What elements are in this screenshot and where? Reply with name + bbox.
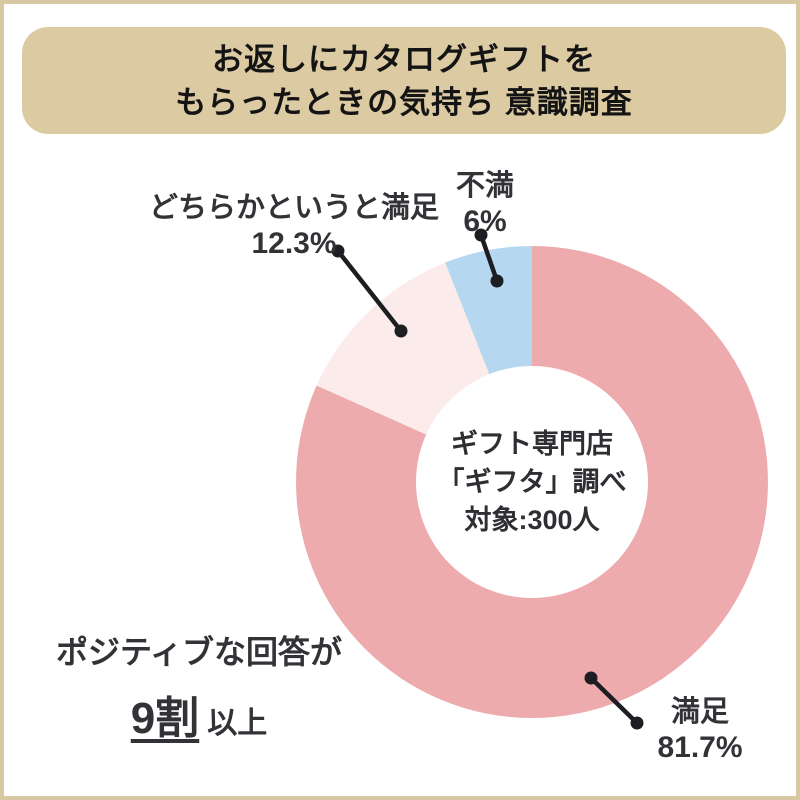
label-somewhat-satisfied: どちらかというと満足 12.3% — [149, 190, 439, 262]
label-dissatisfied: 不満 6% — [456, 168, 514, 240]
annotation-emphasis-row: 9割 以上 — [44, 682, 354, 746]
title-line-2: もらったときの気持ち 意識調査 — [175, 84, 633, 120]
positive-answers-annotation: ポジティブな回答が 9割 以上 — [44, 632, 354, 746]
label-dissatisfied-value: 6% — [463, 205, 507, 238]
label-satisfied: 満足 81.7% — [657, 694, 742, 766]
annotation-suffix: 以上 — [207, 707, 268, 740]
source-line-3: 対象:300人 — [464, 505, 600, 535]
label-somewhat-satisfied-value: 12.3% — [251, 227, 337, 260]
title-banner: お返しにカタログギフトを もらったときの気持ち 意識調査 — [22, 27, 786, 134]
title-line-1: お返しにカタログギフトを — [212, 41, 596, 77]
label-somewhat-satisfied-text: どちらかというと満足 — [148, 192, 440, 224]
label-satisfied-text: 満足 — [670, 696, 730, 728]
donut-center-label: ギフト専門店 「ギフタ」調べ 対象:300人 — [416, 366, 648, 598]
source-line-1: ギフト専門店 — [451, 429, 613, 459]
donut-chart: ギフト専門店 「ギフタ」調べ 対象:300人 — [296, 246, 768, 718]
label-satisfied-value: 81.7% — [657, 731, 743, 764]
annotation-emphasis: 9割 — [130, 694, 200, 743]
annotation-prefix: ポジティブな回答が — [55, 634, 343, 670]
source-line-2: 「ギフタ」調べ — [437, 467, 627, 497]
label-dissatisfied-text: 不満 — [455, 170, 515, 202]
